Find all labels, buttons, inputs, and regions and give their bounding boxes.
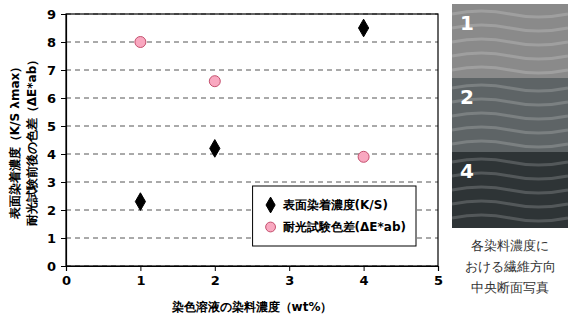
y-tick-label: 7 (47, 63, 56, 78)
photo-label: 1 (460, 11, 474, 35)
x-tick: 4 (360, 266, 369, 288)
y-tick: 3 (47, 175, 66, 190)
y-tick: 5 (47, 119, 66, 134)
y-tick-label: 3 (47, 175, 56, 190)
photo-texture (452, 127, 568, 133)
chart-root: 0 1 2 3 4 5 0 1 2 3 4 5 6 7 8 9 染色溶液の染料濃度（wt%） 表面染着濃度（K/S… (0, 0, 579, 323)
y-axis-line (61, 15, 67, 267)
point (359, 19, 369, 37)
photo-panel: 1 2 4 各染料濃度における繊維方向中央断面写真 (452, 4, 568, 295)
y-tick-mark (61, 98, 66, 99)
photo-label: 2 (460, 85, 474, 109)
y-tick: 8 (47, 35, 66, 50)
plot-frame (66, 14, 438, 266)
y-tick-label: 9 (47, 7, 56, 22)
y-tick-label: 2 (47, 203, 56, 218)
x-tick-label: 2 (211, 273, 220, 288)
caption: 中央断面写真 (471, 280, 549, 295)
y-tick-mark (61, 42, 66, 43)
point (210, 140, 220, 158)
legend-item: 表面染着濃度(K/S) (266, 197, 388, 213)
y-tick-mark (61, 154, 66, 155)
grid-line (66, 182, 438, 183)
legend-label: 表面染着濃度(K/S) (282, 198, 388, 212)
y-axis: 0 1 2 3 4 5 6 7 8 9 (47, 7, 67, 274)
legend: 表面染着濃度(K/S) 耐光試験色差(ΔE*ab) (253, 186, 416, 246)
x-axis-line (67, 267, 439, 272)
photo (452, 78, 568, 152)
y-tick: 2 (47, 203, 66, 218)
y-tick-label: 4 (47, 147, 56, 162)
x-axis: 0 1 2 3 4 5 (62, 266, 443, 288)
x-tick-mark (364, 266, 365, 271)
photo-texture (452, 187, 568, 193)
y-tick-mark (61, 182, 66, 183)
photo-texture (452, 53, 568, 59)
x-tick: 2 (211, 266, 220, 288)
y-tick-label: 6 (47, 91, 56, 106)
y-tick: 4 (47, 147, 66, 162)
grid (66, 14, 438, 266)
y-tick: 0 (47, 259, 66, 274)
x-tick: 1 (136, 266, 145, 288)
grid-line (66, 70, 438, 71)
y-tick-mark (61, 126, 66, 127)
grid-line (66, 154, 438, 155)
y-tick: 6 (47, 91, 66, 106)
photo-texture (452, 39, 568, 45)
x-tick: 5 (434, 266, 443, 288)
series (135, 37, 369, 163)
photo-label: 4 (460, 159, 474, 183)
caption: 各染料濃度に (471, 238, 549, 253)
y-tick-label: 5 (47, 119, 56, 134)
grid-line (66, 98, 438, 99)
x-tick: 0 (62, 266, 71, 288)
legend-label: 耐光試験色差(ΔE*ab) (283, 220, 406, 234)
x-tick: 3 (285, 266, 294, 288)
y-tick: 9 (47, 7, 66, 22)
photo-texture (452, 141, 568, 147)
photo-texture (452, 201, 568, 207)
series (135, 19, 368, 210)
grid-line (66, 126, 438, 127)
x-tick-label: 3 (285, 273, 294, 288)
x-tick-mark (215, 266, 216, 271)
x-tick-mark (289, 266, 290, 271)
y-tick: 1 (47, 231, 66, 246)
photo (452, 4, 568, 78)
x-tick-label: 4 (360, 273, 369, 288)
photo-texture (452, 113, 568, 119)
photo-texture (452, 67, 568, 73)
point (209, 76, 220, 87)
legend-box (253, 186, 416, 246)
y-axis-title: 表面染着濃度（K/S λmax） (8, 61, 22, 220)
x-tick-mark (438, 266, 439, 271)
x-tick-label: 5 (434, 273, 443, 288)
y-axis-title: 耐光試験前後の色差（ΔE*ab） (25, 54, 39, 226)
y-tick-mark (61, 266, 66, 267)
x-tick-label: 0 (62, 273, 71, 288)
y-tick-label: 0 (47, 259, 56, 274)
caption: おける繊維方向 (465, 259, 556, 274)
x-tick-mark (140, 266, 141, 271)
grid-line (66, 42, 438, 43)
legend-marker (266, 222, 276, 232)
legend-item: 耐光試験色差(ΔE*ab) (266, 220, 406, 234)
photo (452, 152, 568, 228)
y-tick-label: 1 (47, 231, 56, 246)
y-tick-mark (61, 70, 66, 71)
marks (135, 19, 369, 210)
photo-texture (452, 215, 568, 221)
y-tick-mark (61, 238, 66, 239)
legend-marker (266, 197, 275, 213)
point (135, 193, 145, 211)
y-tick-mark (61, 210, 66, 211)
y-tick-label: 8 (47, 35, 56, 50)
y-tick: 7 (47, 63, 66, 78)
point (358, 151, 369, 162)
point (135, 37, 146, 48)
x-tick-label: 1 (136, 273, 145, 288)
x-axis-title: 染色溶液の染料濃度（wt%） (171, 300, 333, 314)
y-tick-mark (61, 14, 66, 15)
